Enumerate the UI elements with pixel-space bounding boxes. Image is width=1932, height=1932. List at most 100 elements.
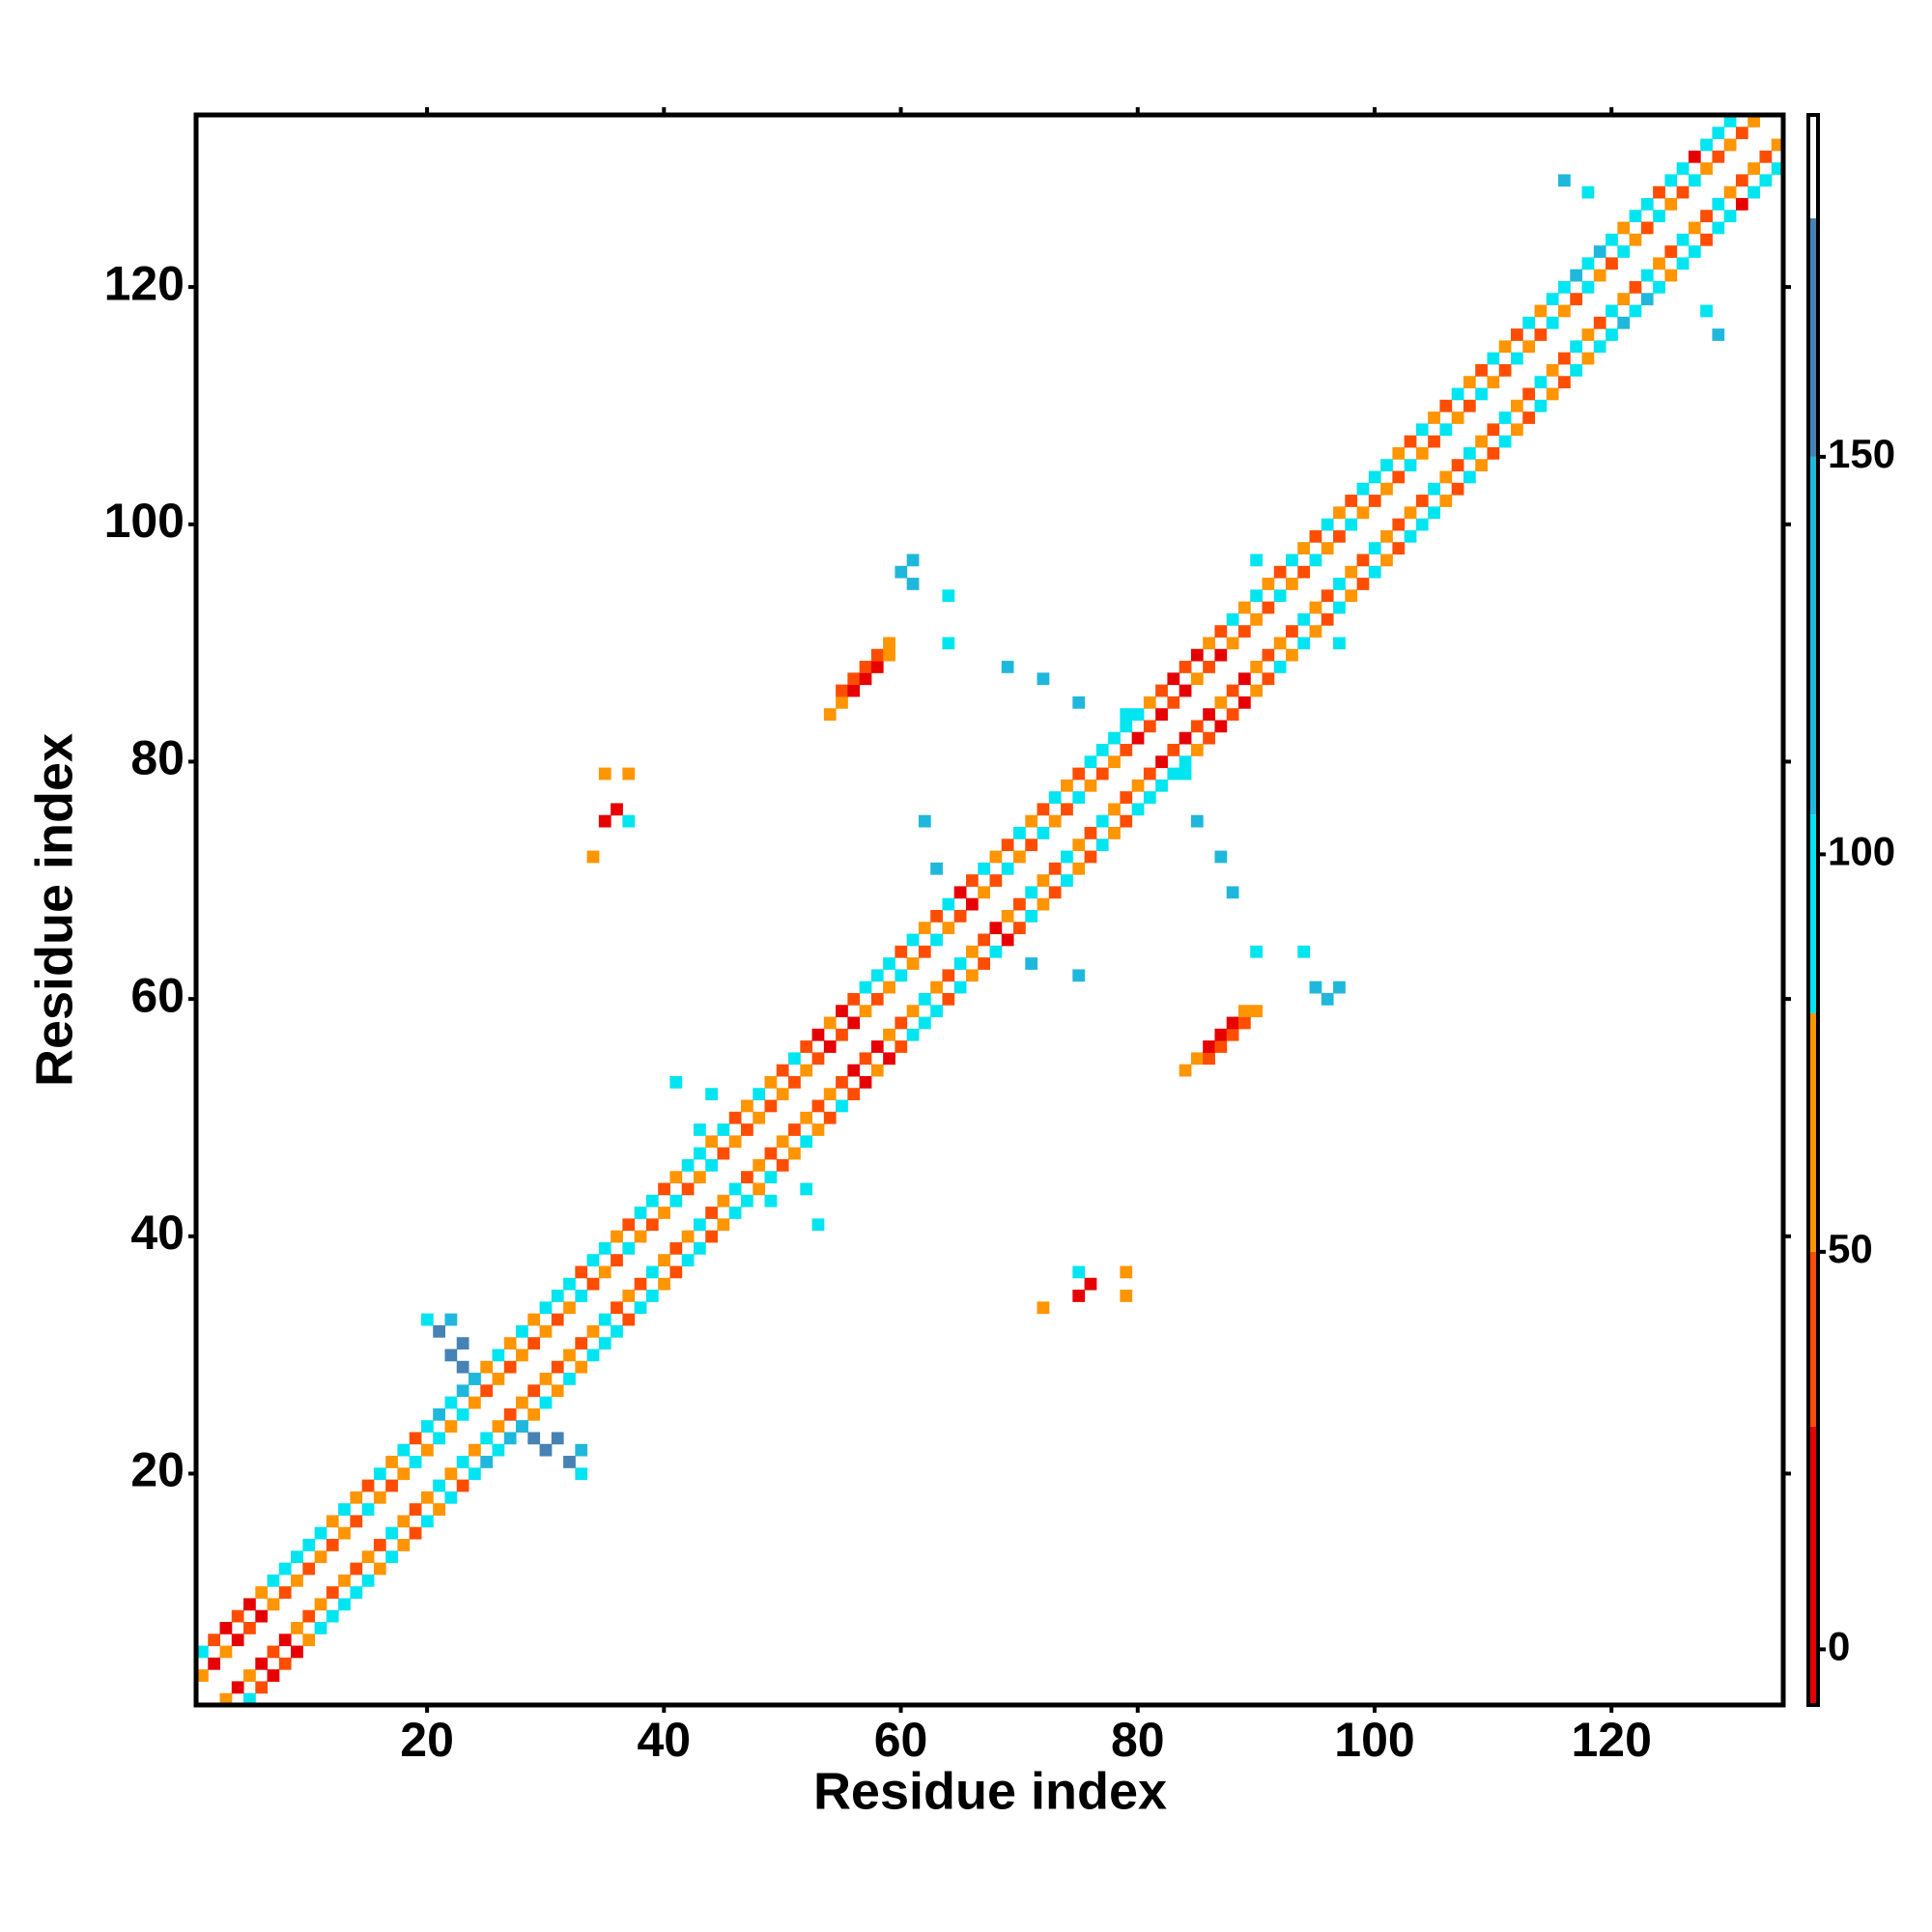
cell — [728, 1135, 742, 1149]
cell — [669, 1194, 683, 1208]
cell — [444, 1349, 458, 1362]
cell — [622, 767, 636, 781]
cell-mirror — [302, 1609, 316, 1623]
cell-mirror — [1048, 862, 1062, 875]
cell-mirror — [456, 1479, 469, 1492]
cell — [1131, 708, 1145, 721]
cell — [1712, 150, 1725, 163]
cell-mirror — [575, 1360, 588, 1374]
cell — [1629, 233, 1642, 246]
cell — [1179, 684, 1192, 697]
cell — [219, 1645, 233, 1659]
cell-mirror — [1297, 945, 1311, 958]
cell-mirror — [669, 1265, 683, 1279]
cell — [705, 1135, 718, 1149]
cell — [823, 1016, 837, 1030]
cell — [598, 1241, 611, 1255]
cell — [480, 1360, 494, 1374]
cell-mirror — [1605, 304, 1618, 318]
colorbar-tick-label: 50 — [1828, 1226, 1873, 1271]
cell-mirror — [551, 1360, 564, 1374]
cell — [598, 814, 611, 828]
cell-mirror — [326, 1586, 339, 1599]
cell-mirror — [836, 1099, 848, 1113]
cell — [563, 1301, 576, 1315]
cell — [978, 886, 990, 899]
cell-mirror — [1214, 720, 1228, 733]
cell — [1428, 412, 1440, 424]
cell — [1120, 720, 1133, 733]
cell-mirror — [433, 1479, 445, 1492]
cell-mirror — [1321, 612, 1334, 626]
cell-mirror — [1143, 767, 1156, 781]
cell — [811, 1052, 825, 1065]
cell — [1593, 269, 1606, 282]
colorbar-bin — [1808, 1251, 1818, 1427]
cell-mirror — [361, 1550, 375, 1564]
cell — [859, 1005, 872, 1018]
cell-mirror — [1237, 1016, 1251, 1030]
cell — [1025, 838, 1038, 852]
cell — [255, 1586, 269, 1599]
cell — [953, 886, 967, 899]
cell-mirror — [1120, 1265, 1133, 1279]
cell — [764, 1099, 778, 1113]
cell-mirror — [753, 1182, 766, 1196]
cell-mirror — [302, 1634, 316, 1647]
cell-mirror — [1167, 767, 1180, 781]
cell — [255, 1609, 269, 1623]
cell-mirror — [267, 1645, 280, 1659]
y-tick-label: 100 — [104, 494, 185, 548]
cell — [551, 1313, 564, 1326]
cell-mirror — [693, 1218, 706, 1232]
cell — [1688, 150, 1701, 163]
cell — [906, 933, 920, 947]
cell-mirror — [1428, 506, 1440, 520]
cell — [586, 850, 600, 864]
cell — [302, 1539, 316, 1551]
cell — [1676, 185, 1690, 199]
cell-mirror — [397, 1539, 411, 1551]
cell — [1380, 459, 1393, 472]
cell — [918, 945, 931, 958]
cell — [1415, 423, 1429, 437]
cell — [1640, 221, 1654, 235]
cell-mirror — [658, 1277, 670, 1291]
cell-mirror — [1688, 245, 1701, 258]
x-axis-title: Residue index — [813, 1762, 1167, 1820]
cell-mirror — [1356, 554, 1370, 567]
y-tick-label: 20 — [130, 1443, 185, 1497]
cell-mirror — [326, 1609, 339, 1623]
cell — [1061, 803, 1073, 816]
cell-mirror — [1250, 1005, 1264, 1018]
cell-mirror — [622, 1290, 636, 1302]
colorbar-bin — [1808, 814, 1818, 1013]
cell — [1676, 162, 1690, 175]
cell-mirror — [1747, 185, 1760, 199]
cell — [492, 1373, 505, 1385]
cell — [1498, 363, 1512, 377]
cell-mirror — [1534, 399, 1548, 412]
x-tick-label: 120 — [1571, 1713, 1651, 1767]
cell-mirror — [1025, 886, 1038, 899]
cell-mirror — [539, 1373, 553, 1385]
cell-mirror — [1095, 814, 1109, 828]
cell-mirror — [918, 1016, 931, 1030]
cell — [586, 1254, 600, 1267]
cell — [243, 1598, 256, 1611]
cell-mirror — [1653, 280, 1665, 294]
cell-mirror — [1498, 435, 1512, 448]
cell — [634, 1207, 647, 1219]
cell — [1653, 185, 1665, 199]
cell — [836, 1028, 848, 1041]
cell — [1309, 529, 1322, 543]
cell-mirror — [1179, 1064, 1192, 1077]
cell-mirror — [1190, 720, 1204, 733]
cell-mirror — [764, 1194, 778, 1208]
cell-mirror — [1345, 565, 1358, 579]
cell — [859, 980, 872, 994]
cell — [480, 1384, 494, 1398]
cell — [1345, 518, 1358, 531]
cell-mirror — [705, 1207, 718, 1219]
cell-mirror — [728, 1182, 742, 1196]
